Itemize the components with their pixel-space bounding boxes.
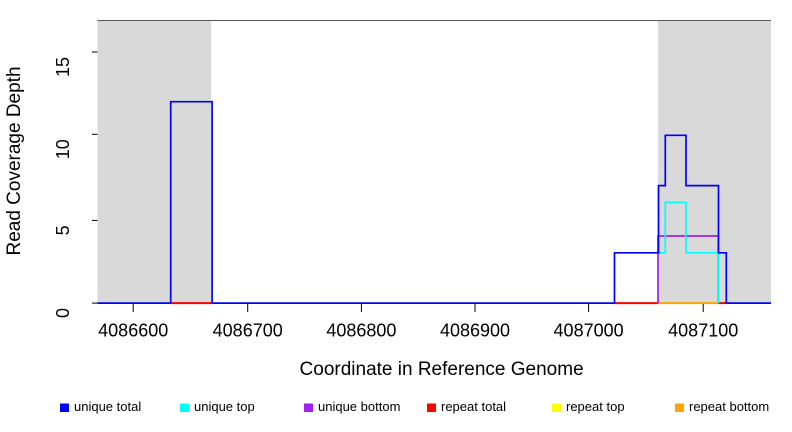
svg-text:0: 0 — [53, 308, 73, 318]
svg-text:4086600: 4086600 — [98, 321, 168, 341]
svg-text:10: 10 — [53, 139, 73, 159]
svg-text:Read Coverage Depth: Read Coverage Depth — [4, 66, 25, 255]
svg-text:4087100: 4087100 — [668, 321, 738, 341]
svg-text:repeat total: repeat total — [441, 399, 506, 414]
svg-text:15: 15 — [53, 57, 73, 77]
svg-text:4086800: 4086800 — [326, 321, 396, 341]
svg-text:4087000: 4087000 — [554, 321, 624, 341]
svg-text:5: 5 — [53, 225, 73, 235]
svg-text:unique total: unique total — [74, 399, 141, 414]
svg-text:unique bottom: unique bottom — [318, 399, 400, 414]
svg-text:4086900: 4086900 — [440, 321, 510, 341]
svg-text:repeat bottom: repeat bottom — [689, 399, 769, 414]
svg-text:4086700: 4086700 — [213, 321, 283, 341]
svg-text:unique top: unique top — [194, 399, 255, 414]
svg-text:Coordinate in Reference Genome: Coordinate in Reference Genome — [300, 359, 584, 380]
svg-text:repeat top: repeat top — [566, 399, 625, 414]
